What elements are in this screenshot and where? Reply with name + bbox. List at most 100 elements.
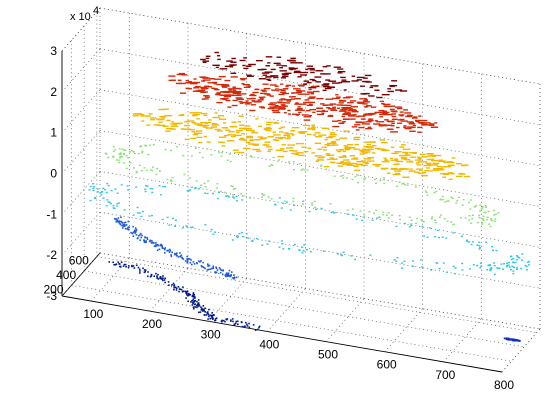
x-axis-line bbox=[61, 295, 503, 373]
data-point bbox=[354, 124, 361, 126]
data-point bbox=[226, 140, 235, 142]
data-point bbox=[442, 176, 447, 178]
data-point bbox=[308, 210, 311, 213]
data-point bbox=[339, 156, 347, 158]
data-point bbox=[118, 222, 121, 224]
data-point bbox=[303, 150, 309, 153]
data-point bbox=[224, 85, 230, 87]
data-point bbox=[337, 150, 342, 153]
data-point bbox=[133, 230, 135, 233]
data-point bbox=[487, 210, 490, 213]
data-point bbox=[250, 130, 256, 132]
data-point bbox=[423, 164, 432, 167]
data-point bbox=[219, 268, 222, 270]
data-point bbox=[197, 299, 200, 301]
data-point bbox=[363, 214, 366, 216]
y-gridline bbox=[96, 256, 537, 333]
data-point bbox=[170, 255, 173, 258]
data-point bbox=[248, 63, 256, 66]
data-point bbox=[206, 192, 209, 195]
data-point bbox=[186, 120, 195, 122]
data-point bbox=[215, 267, 218, 270]
data-point bbox=[478, 244, 481, 247]
y-gridline bbox=[71, 284, 512, 362]
data-point bbox=[331, 82, 340, 84]
data-point bbox=[437, 236, 440, 239]
data-point bbox=[515, 254, 518, 257]
data-point bbox=[192, 81, 201, 84]
data-point bbox=[280, 207, 283, 209]
data-point bbox=[231, 57, 236, 60]
data-point bbox=[263, 194, 266, 196]
data-point bbox=[375, 209, 378, 212]
data-point bbox=[480, 208, 483, 210]
data-point bbox=[216, 269, 219, 271]
data-point bbox=[94, 197, 97, 200]
data-point bbox=[265, 129, 272, 132]
data-point bbox=[381, 141, 388, 144]
data-point bbox=[359, 210, 362, 212]
data-point bbox=[314, 76, 322, 78]
data-point bbox=[283, 200, 286, 202]
z-gridline bbox=[99, 48, 541, 126]
data-point bbox=[248, 197, 251, 199]
data-point bbox=[410, 219, 413, 222]
x-tick-label: 300 bbox=[201, 327, 221, 341]
data-point bbox=[209, 268, 212, 270]
data-point bbox=[170, 125, 179, 127]
data-point bbox=[451, 197, 454, 200]
data-point bbox=[216, 101, 223, 104]
data-point bbox=[420, 174, 428, 177]
data-points bbox=[88, 51, 531, 342]
data-point bbox=[378, 124, 382, 126]
data-point bbox=[185, 87, 191, 90]
data-point bbox=[199, 261, 201, 263]
data-point bbox=[169, 149, 172, 152]
data-point bbox=[118, 161, 121, 164]
data-point bbox=[280, 89, 286, 92]
data-point bbox=[395, 260, 398, 262]
data-point bbox=[158, 170, 161, 172]
data-point bbox=[187, 294, 189, 297]
data-point bbox=[207, 313, 210, 316]
cluster-7 bbox=[503, 337, 521, 342]
data-point bbox=[515, 259, 518, 261]
data-point bbox=[155, 272, 157, 275]
data-point bbox=[497, 212, 500, 214]
data-point bbox=[187, 257, 190, 260]
data-point bbox=[326, 142, 333, 145]
data-point bbox=[132, 225, 134, 228]
data-point bbox=[313, 90, 320, 93]
data-point bbox=[374, 120, 378, 122]
y-gridline bbox=[84, 270, 525, 348]
data-point bbox=[243, 139, 248, 141]
data-point bbox=[144, 190, 147, 193]
data-point bbox=[265, 123, 272, 126]
data-point bbox=[372, 163, 378, 166]
data-point bbox=[186, 261, 189, 264]
data-point bbox=[248, 322, 250, 325]
data-point bbox=[381, 102, 385, 105]
data-point bbox=[350, 255, 353, 257]
data-point bbox=[149, 239, 152, 242]
data-point bbox=[374, 178, 377, 181]
data-point bbox=[365, 121, 372, 123]
data-point bbox=[168, 251, 171, 254]
data-point bbox=[195, 90, 200, 92]
data-point bbox=[429, 124, 435, 126]
data-point bbox=[211, 267, 213, 270]
data-point bbox=[228, 153, 231, 155]
data-point bbox=[282, 150, 288, 153]
data-point bbox=[259, 97, 264, 100]
data-point bbox=[159, 194, 162, 196]
data-point bbox=[117, 202, 120, 204]
data-point bbox=[395, 172, 401, 175]
data-point bbox=[156, 275, 158, 277]
data-point bbox=[241, 199, 244, 201]
data-point bbox=[285, 137, 291, 140]
data-point bbox=[390, 131, 399, 133]
data-point bbox=[465, 239, 468, 241]
data-point bbox=[271, 104, 276, 106]
data-point bbox=[169, 128, 176, 130]
data-point bbox=[387, 212, 390, 214]
